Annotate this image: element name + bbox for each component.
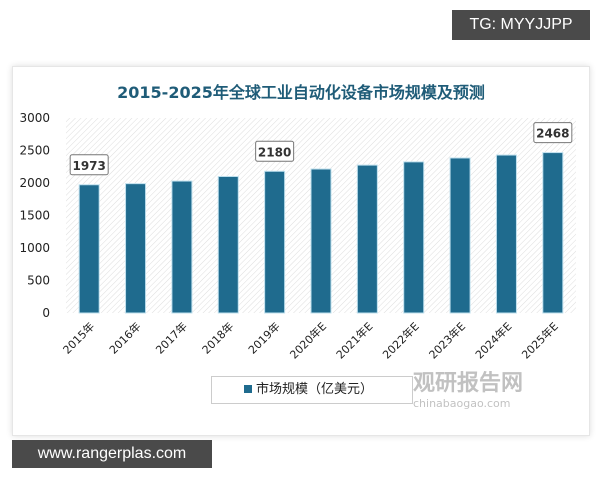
data-label-box <box>69 154 109 176</box>
x-tick-label: 2021年E <box>333 319 375 361</box>
y-tick-label: 1500 <box>19 209 50 223</box>
x-tick-label: 2017年 <box>153 319 190 356</box>
y-tick-label: 2000 <box>19 176 50 190</box>
y-tick-label: 3000 <box>19 111 50 125</box>
x-tick-label: 2022年E <box>379 319 421 361</box>
logo-watermark: 观研报告网 chinabaogao.com <box>413 371 524 410</box>
y-tick-label: 1000 <box>19 241 50 255</box>
legend-swatch <box>244 385 252 393</box>
bar <box>78 184 100 314</box>
bar <box>264 170 286 314</box>
watermark-bottom: www.rangerplas.com <box>12 440 212 468</box>
bar <box>171 180 193 314</box>
bar <box>356 164 378 314</box>
x-tick-label: 2018年 <box>199 319 236 356</box>
data-label: 2468 <box>536 127 569 141</box>
bar <box>125 183 147 314</box>
watermark-top: TG: MYYJJPP <box>452 10 590 40</box>
bar <box>495 154 517 314</box>
x-tick-label: 2023年E <box>426 319 468 361</box>
legend: 市场规模（亿美元） <box>211 376 413 404</box>
x-tick-label: 2015年 <box>60 319 97 356</box>
x-tick-label: 2016年 <box>106 319 143 356</box>
chart-card: 2015-2025年全球工业自动化设备市场规模及预测 0 500 1000 1500 2… <box>12 66 590 436</box>
data-label-box <box>533 122 573 144</box>
y-tick-label: 2500 <box>19 144 50 158</box>
bar <box>310 168 332 314</box>
x-tick-label: 2024年E <box>472 319 514 361</box>
x-tick-label: 2019年 <box>245 319 282 356</box>
data-label: 1973 <box>72 159 105 173</box>
data-label: 2180 <box>258 145 291 159</box>
legend-label: 市场规模（亿美元） <box>256 382 374 397</box>
bar <box>403 161 425 314</box>
y-tick-label: 0 <box>42 306 50 320</box>
bar <box>542 152 564 314</box>
x-tick-label: 2025年E <box>519 319 561 361</box>
x-tick-label: 2020年E <box>287 319 329 361</box>
data-label-box <box>255 140 295 162</box>
bar <box>217 176 239 314</box>
bar <box>449 157 471 314</box>
y-tick-label: 500 <box>27 274 50 288</box>
chart-title: 2015-2025年全球工业自动化设备市场规模及预测 <box>117 83 485 102</box>
